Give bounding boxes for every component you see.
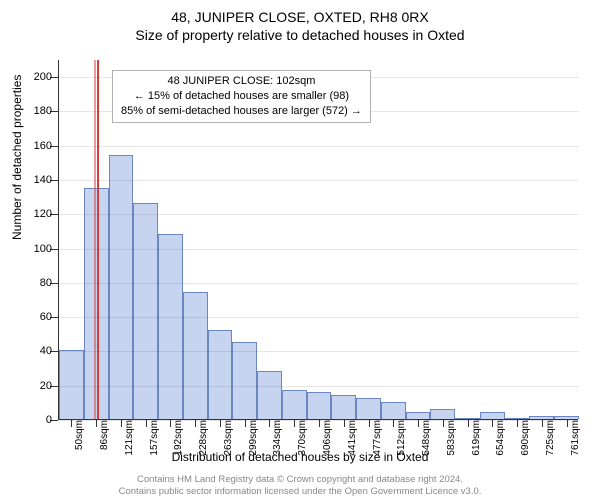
reference-line: [97, 60, 99, 419]
grid-line: [59, 283, 579, 284]
y-tick-label: 120: [22, 208, 52, 220]
y-tick-label: 40: [22, 345, 52, 357]
histogram-bar: [158, 234, 183, 419]
footer-line-2: Contains public sector information licen…: [119, 486, 482, 497]
annotation-box: 48 JUNIPER CLOSE: 102sqm ← 15% of detach…: [112, 70, 371, 123]
x-tick: [319, 419, 320, 427]
histogram-bar: [406, 412, 431, 419]
x-axis-label: Distribution of detached houses by size …: [0, 450, 600, 464]
title-line-2: Size of property relative to detached ho…: [135, 27, 464, 43]
y-tick-label: 60: [22, 311, 52, 323]
grid-line: [59, 351, 579, 352]
annotation-line-3: 85% of semi-detached houses are larger (…: [121, 104, 362, 119]
chart-container: 48, JUNIPER CLOSE, OXTED, RH8 0RX Size o…: [0, 0, 600, 500]
x-tick: [294, 419, 295, 427]
x-tick: [542, 419, 543, 427]
histogram-bar: [430, 409, 455, 419]
y-tick-label: 80: [22, 277, 52, 289]
x-tick: [393, 419, 394, 427]
x-tick-label: 86sqm: [99, 420, 110, 450]
x-tick: [492, 419, 493, 427]
histogram-bar: [232, 342, 257, 419]
x-tick: [146, 419, 147, 427]
y-tick-label: 200: [22, 71, 52, 83]
grid-line: [59, 317, 579, 318]
y-tick-label: 180: [22, 105, 52, 117]
y-tick-label: 20: [22, 380, 52, 392]
histogram-bar: [381, 402, 406, 419]
histogram-bar: [208, 330, 233, 419]
x-tick: [121, 419, 122, 427]
footer-attribution: Contains HM Land Registry data © Crown c…: [0, 474, 600, 498]
histogram-bar: [183, 292, 208, 419]
x-tick: [344, 419, 345, 427]
x-tick: [220, 419, 221, 427]
annotation-line-1: 48 JUNIPER CLOSE: 102sqm: [121, 74, 362, 89]
x-tick: [567, 419, 568, 427]
histogram-bar: [257, 371, 282, 419]
y-tick-label: 160: [22, 140, 52, 152]
histogram-bar: [282, 390, 307, 419]
x-tick: [418, 419, 419, 427]
histogram-bar: [109, 155, 134, 419]
x-tick: [443, 419, 444, 427]
x-tick: [517, 419, 518, 427]
histogram-bar: [331, 395, 356, 419]
x-tick-label: 50sqm: [74, 420, 85, 450]
x-tick: [468, 419, 469, 427]
reference-line: [94, 60, 96, 419]
x-tick: [369, 419, 370, 427]
histogram-bar: [307, 392, 332, 419]
y-tick-label: 0: [22, 414, 52, 426]
y-tick-label: 140: [22, 174, 52, 186]
grid-line: [59, 249, 579, 250]
histogram-bar: [356, 398, 381, 419]
chart-title: 48, JUNIPER CLOSE, OXTED, RH8 0RX Size o…: [0, 0, 600, 44]
x-tick: [269, 419, 270, 427]
grid-line: [59, 146, 579, 147]
annotation-line-2: ← 15% of detached houses are smaller (98…: [121, 89, 362, 104]
x-tick: [170, 419, 171, 427]
plot-wrap: 50sqm86sqm121sqm157sqm192sqm228sqm263sqm…: [58, 60, 578, 420]
y-tick-label: 100: [22, 243, 52, 255]
grid-line: [59, 180, 579, 181]
grid-line: [59, 386, 579, 387]
x-tick: [245, 419, 246, 427]
x-tick: [195, 419, 196, 427]
histogram-bar: [480, 412, 505, 419]
title-line-1: 48, JUNIPER CLOSE, OXTED, RH8 0RX: [171, 9, 429, 25]
x-tick: [96, 419, 97, 427]
x-tick: [71, 419, 72, 427]
footer-line-1: Contains HM Land Registry data © Crown c…: [137, 474, 463, 485]
grid-line: [59, 214, 579, 215]
